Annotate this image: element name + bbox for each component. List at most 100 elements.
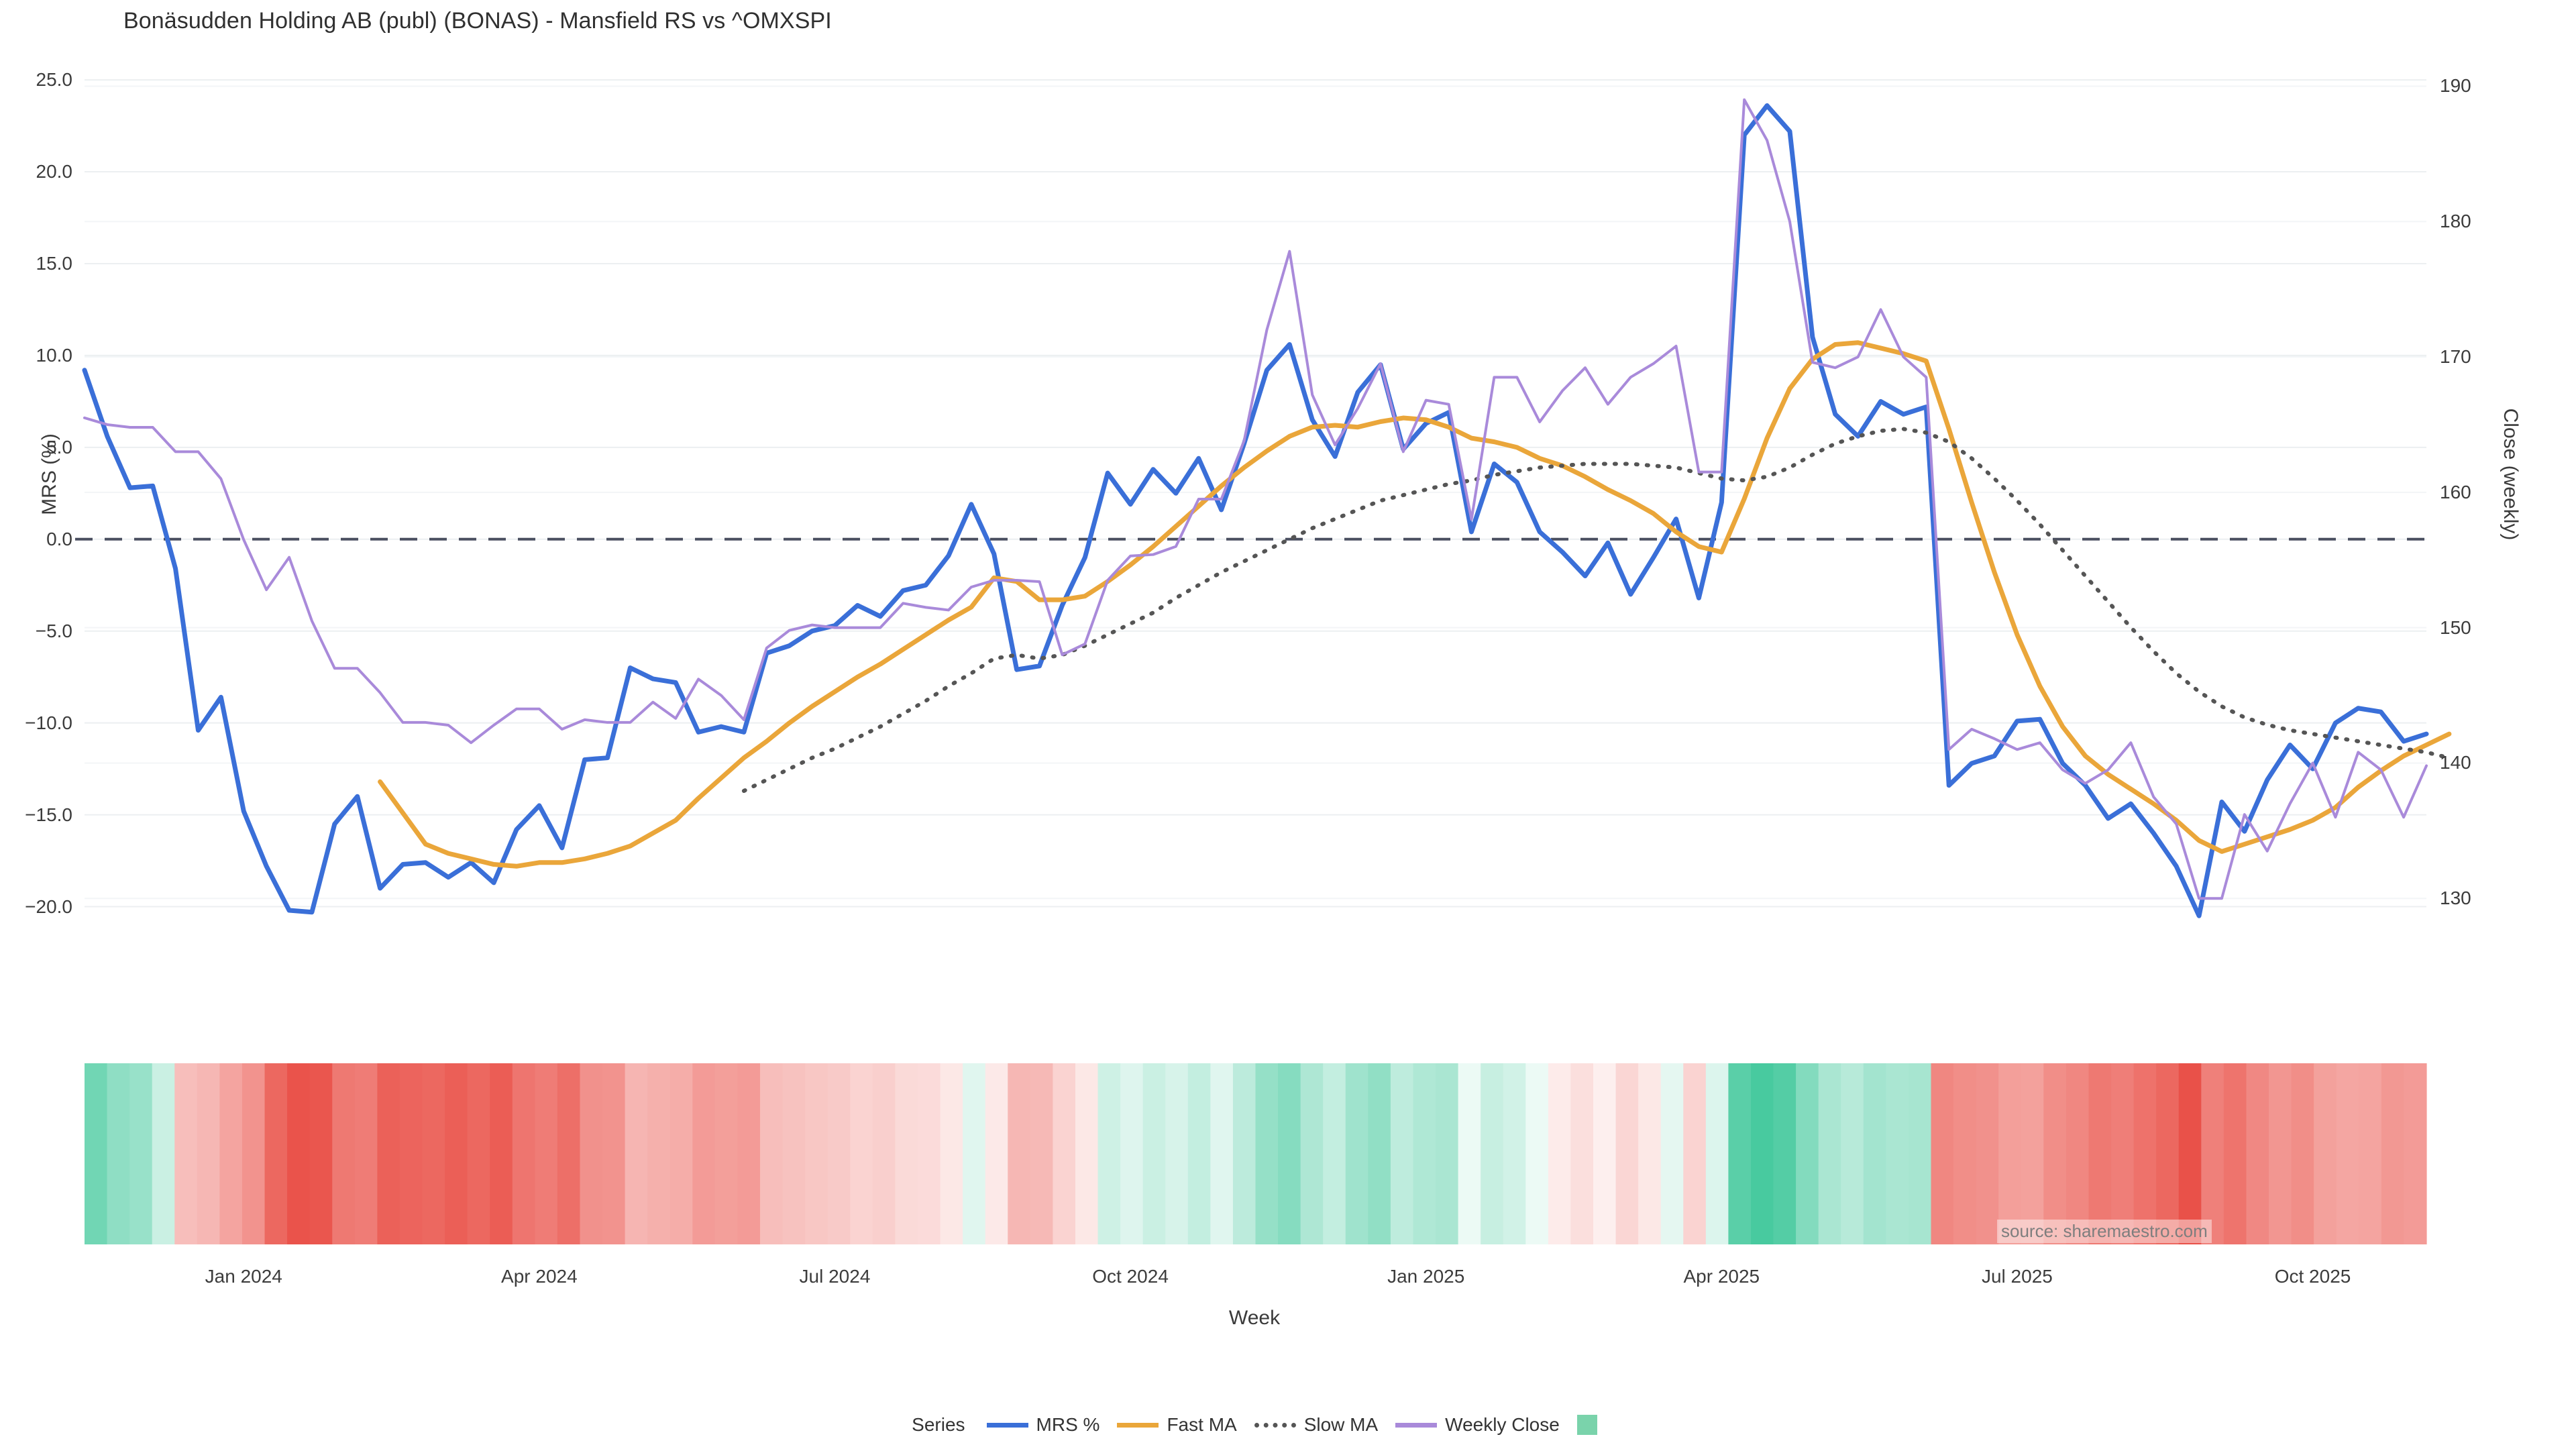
x-tick: Apr 2025 (1683, 1266, 1760, 1287)
heatmap-cell (1436, 1063, 1459, 1244)
heatmap-cell (535, 1063, 558, 1244)
legend-swatch-line (1395, 1422, 1438, 1428)
heatmap-cell (557, 1063, 581, 1244)
heatmap-cell (422, 1063, 445, 1244)
heatmap-cell (985, 1063, 1008, 1244)
y-tick-left: −15.0 (25, 804, 72, 825)
heatmap-cell (1953, 1063, 1977, 1244)
heatmap-cell (1120, 1063, 1144, 1244)
y-axis-right-label: Close (weekly) (2500, 408, 2522, 541)
heatmap-cell (1976, 1063, 1999, 1244)
legend-item[interactable]: MRS % (986, 1414, 1100, 1436)
heatmap-cell (2043, 1063, 2067, 1244)
heatmap-cell (1165, 1063, 1189, 1244)
heatmap-cell (1615, 1063, 1639, 1244)
heatmap-cell (2359, 1063, 2382, 1244)
heatmap-cell (264, 1063, 288, 1244)
source-attribution: source: sharemaestro.com (1997, 1220, 2212, 1243)
heatmap-cell (827, 1063, 851, 1244)
heatmap-cell (152, 1063, 175, 1244)
heatmap-cell (129, 1063, 153, 1244)
y-tick-left: 15.0 (36, 252, 73, 274)
y-tick-right: 160 (2440, 481, 2471, 502)
heatmap-cell (1998, 1063, 2022, 1244)
gridlines (85, 79, 2426, 908)
heatmap-cell (760, 1063, 784, 1244)
heatmap-cell (354, 1063, 378, 1244)
heatmap-cell (940, 1063, 963, 1244)
heatmap-cell (1525, 1063, 1549, 1244)
heatmap-cell (714, 1063, 739, 1244)
heatmap-cell (1841, 1063, 1864, 1244)
heatmap-cell (467, 1063, 490, 1244)
heatmap-cell (1187, 1063, 1211, 1244)
y-tick-right: 190 (2440, 75, 2471, 97)
heatmap-cell (1413, 1063, 1436, 1244)
y-tick-right: 180 (2440, 211, 2471, 232)
y-tick-left: 20.0 (36, 161, 73, 182)
heatmap-cell (2314, 1063, 2337, 1244)
x-tick: Jan 2024 (205, 1266, 282, 1287)
heatmap-cell (2223, 1063, 2247, 1244)
mrs-heatmap-band (85, 1063, 2427, 1244)
y-tick-left: 25.0 (36, 69, 73, 91)
heatmap-cell (332, 1063, 356, 1244)
x-tick: Oct 2025 (2274, 1266, 2351, 1287)
heatmap-cell (399, 1063, 423, 1244)
heatmap-cell (2156, 1063, 2180, 1244)
heatmap-cell (2404, 1063, 2427, 1244)
y-tick-left: 5.0 (46, 436, 72, 458)
heatmap-cell (1232, 1063, 1256, 1244)
heatmap-cell (1705, 1063, 1729, 1244)
heatmap-cell (85, 1063, 108, 1244)
heatmap-cell (1278, 1063, 1301, 1244)
x-tick: Oct 2024 (1092, 1266, 1169, 1287)
heatmap-cell (602, 1063, 626, 1244)
legend-title: Series (912, 1414, 965, 1435)
y-tick-left: −5.0 (35, 620, 72, 641)
y-tick-left: −10.0 (25, 712, 72, 733)
y-tick-left: 0.0 (46, 528, 72, 549)
legend-item[interactable]: Slow MA (1254, 1414, 1378, 1436)
heatmap-cell (1097, 1063, 1121, 1244)
legend-item[interactable]: Fast MA (1117, 1414, 1237, 1436)
chart-legend: Series MRS % Fast MA Slow MA Weekly Close (0, 1414, 2509, 1436)
heatmap-cell (1503, 1063, 1526, 1244)
y-tick-left: −20.0 (25, 896, 72, 917)
heatmap-cell (2246, 1063, 2269, 1244)
series-line-fast-ma (378, 340, 2452, 869)
heatmap-cell (1255, 1063, 1279, 1244)
heatmap-cell (1548, 1063, 1572, 1244)
legend-item[interactable] (1576, 1415, 1597, 1435)
heatmap-cell (1210, 1063, 1234, 1244)
heatmap-cell (445, 1063, 468, 1244)
heatmap-cell (1075, 1063, 1099, 1244)
heatmap-cell (1142, 1063, 1166, 1244)
legend-swatch-line (1254, 1422, 1296, 1428)
legend-item[interactable]: Weekly Close (1395, 1414, 1560, 1436)
heatmap-cell (1931, 1063, 1954, 1244)
heatmap-cell (1570, 1063, 1594, 1244)
series-line-mrs (82, 103, 2429, 918)
heatmap-cell (1323, 1063, 1346, 1244)
heatmap-cell (805, 1063, 828, 1244)
heatmap-cell (963, 1063, 986, 1244)
x-axis-label: Week (1228, 1307, 1281, 1329)
heatmap-cell (850, 1063, 873, 1244)
y-tick-left: 10.0 (36, 344, 73, 366)
heatmap-cell (580, 1063, 603, 1244)
heatmap-cell (241, 1063, 266, 1244)
heatmap-cell (197, 1063, 221, 1244)
heatmap-cell (1390, 1063, 1414, 1244)
heatmap-cell (2381, 1063, 2405, 1244)
heatmap-cell (2178, 1063, 2202, 1244)
legend-item-label: MRS % (1036, 1414, 1100, 1435)
y-tick-right: 130 (2440, 888, 2471, 909)
heatmap-cell (512, 1063, 535, 1244)
heatmap-cell (692, 1063, 716, 1244)
heatmap-cell (287, 1063, 311, 1244)
heatmap-cell (2201, 1063, 2224, 1244)
heatmap-cell (737, 1063, 761, 1244)
x-tick: Jul 2025 (1981, 1266, 2053, 1287)
